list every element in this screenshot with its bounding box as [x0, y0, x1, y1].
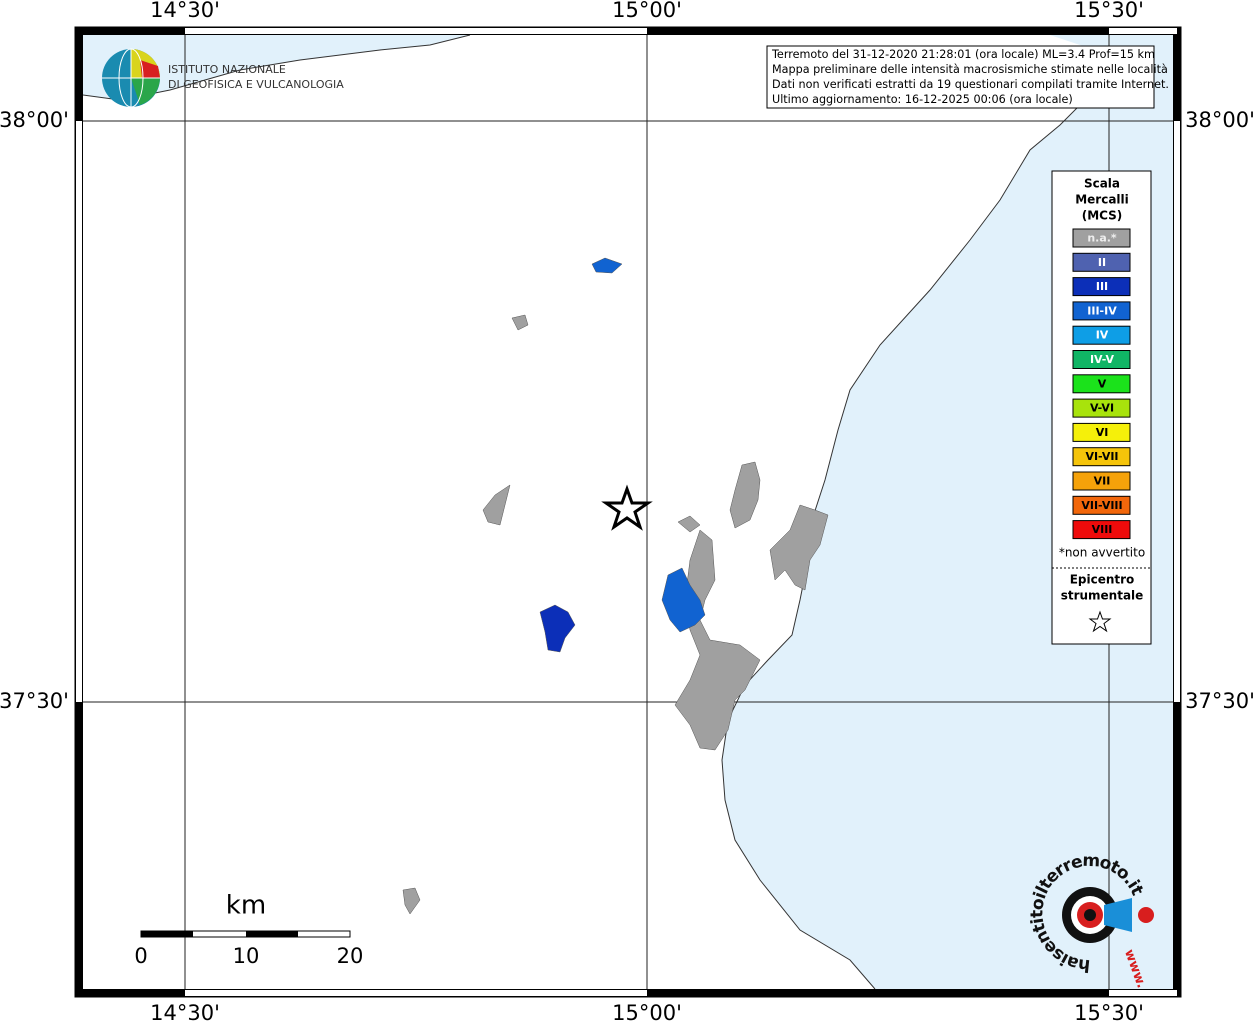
legend-swatch — [1072, 228, 1131, 248]
logo-text: DI GEOFISICA E VULCANOLOGIA — [168, 78, 344, 91]
legend-swatch — [1072, 374, 1131, 394]
lon-label: 15°30' — [1074, 0, 1144, 22]
legend-label: V-VI — [1090, 402, 1114, 415]
info-line: Mappa preliminare delle intensità macros… — [772, 63, 1168, 76]
legend-label: VII-VIII — [1081, 499, 1122, 512]
lon-label: 15°30' — [1074, 1001, 1144, 1024]
lat-label: 37°30' — [0, 689, 69, 713]
lon-label: 15°00' — [612, 0, 682, 22]
legend-label: IV — [1096, 329, 1109, 342]
legend-swatch — [1072, 495, 1131, 515]
scale-bar: km 0 10 20 — [134, 891, 363, 969]
legend-swatch — [1072, 447, 1131, 467]
legend-swatch — [1072, 325, 1131, 345]
frame-ticks — [76, 28, 1180, 996]
lat-label: 37°30' — [1185, 689, 1254, 713]
legend-label: IV-V — [1090, 353, 1115, 366]
legend-swatch — [1072, 252, 1131, 272]
legend-label: VI-VII — [1085, 450, 1118, 463]
scale-label: 0 — [134, 944, 147, 968]
sea — [83, 35, 470, 100]
legend-label: III — [1096, 280, 1108, 293]
lat-label: 38°00' — [0, 108, 69, 132]
legend-epicenter: strumentale — [1061, 589, 1144, 603]
info-box — [766, 45, 1155, 109]
logo-text: ISTITUTO NAZIONALE — [168, 63, 286, 76]
legend-label: VIII — [1092, 523, 1113, 536]
legend-swatch — [1072, 350, 1131, 369]
badge-logo: haisentitoilterremoto.it www. — [1027, 851, 1154, 990]
legend-swatch — [1072, 422, 1131, 442]
legend-label: VI — [1096, 426, 1109, 439]
info-line: Dati non verificati estratti da 19 quest… — [772, 78, 1169, 91]
legend-swatch — [1072, 520, 1131, 540]
legend-star — [1088, 610, 1112, 633]
legend-label: V — [1098, 377, 1107, 390]
legend-title: Mercalli — [1075, 193, 1129, 207]
legend-label: II — [1098, 256, 1106, 269]
legend-swatch — [1072, 301, 1131, 321]
legend-title: (MCS) — [1082, 209, 1123, 223]
legend-footnote: *non avvertito — [1059, 546, 1145, 560]
legend-swatch — [1072, 398, 1131, 418]
legend-label: n.a.* — [1087, 232, 1117, 245]
legend-label: VII — [1094, 475, 1111, 488]
legend-swatch — [1072, 277, 1131, 297]
lat-label: 38°00' — [1185, 108, 1254, 132]
scale-unit: km — [226, 891, 266, 921]
lon-label: 15°00' — [612, 1001, 682, 1024]
info-line: Ultimo aggiornamento: 16-12-2025 00:06 (… — [772, 93, 1073, 106]
legend-swatch — [1072, 471, 1131, 491]
legend-epicenter: Epicentro — [1070, 573, 1135, 587]
frame-outline — [74, 26, 1182, 998]
legend-title: Scala — [1084, 177, 1120, 191]
lon-label: 14°30' — [150, 1001, 220, 1024]
scale-label: 20 — [337, 944, 364, 968]
legend-label: III-IV — [1087, 304, 1117, 317]
ingv-logo: ISTITUTO NAZIONALE DI GEOFISICA E VULCAN… — [102, 48, 344, 108]
epicenter-star — [601, 484, 653, 531]
localities — [402, 257, 829, 915]
info-line: Terremoto del 31-12-2020 21:28:01 (ora l… — [771, 48, 1155, 61]
scale-label: 10 — [233, 944, 260, 968]
lon-label: 14°30' — [150, 0, 220, 22]
